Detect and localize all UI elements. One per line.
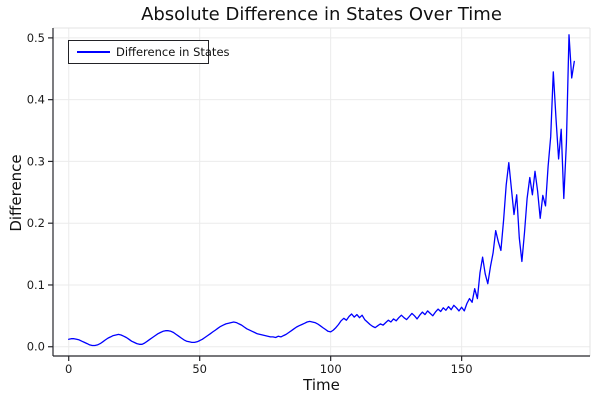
series-line — [68, 34, 575, 347]
x-axis-label: Time — [303, 376, 340, 394]
chart-title: Absolute Difference in States Over Time — [141, 4, 502, 25]
legend-line-sample — [77, 51, 110, 53]
y-tick-label: 0.4 — [27, 93, 45, 107]
y-tick-label: 0.5 — [27, 31, 45, 45]
legend-label: Difference in States — [116, 45, 230, 59]
legend: Difference in States — [68, 40, 230, 64]
x-tick-label: 50 — [192, 362, 207, 376]
y-tick-label: 0.0 — [27, 340, 45, 354]
x-tick-label: 100 — [320, 362, 342, 376]
y-tick-label: 0.1 — [27, 278, 45, 292]
y-tick-label: 0.3 — [27, 154, 45, 168]
x-tick-label: 150 — [451, 362, 473, 376]
y-tick-label: 0.2 — [27, 216, 45, 230]
x-tick-label: 0 — [65, 362, 72, 376]
